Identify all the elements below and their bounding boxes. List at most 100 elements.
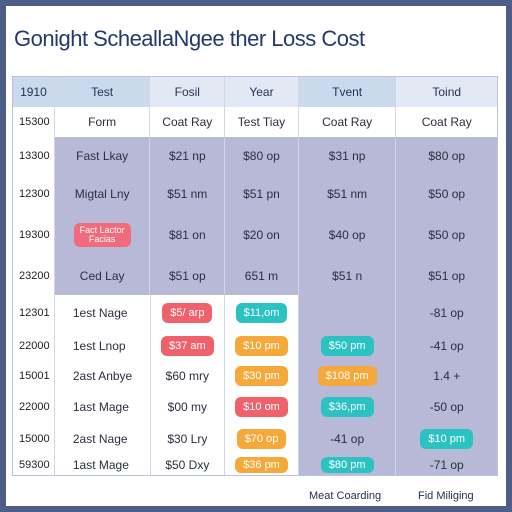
table-subheader: 15300 Form Coat Ray Test Tiay Coat Ray C…	[13, 107, 497, 138]
cell-value: -41 op	[396, 331, 497, 361]
page-title: Gonight ScheallaNgee ther Loss Cost	[14, 26, 365, 51]
table-row[interactable]: 23200 Ced Lay $51 op 651 m $51 n $51 op	[13, 257, 497, 296]
value-badge[interactable]: $50 pm	[320, 336, 374, 356]
row-id: 15001	[13, 361, 55, 391]
cell-value: $51 op	[428, 269, 466, 283]
col-header-fosil[interactable]: Fosil	[150, 77, 226, 107]
cell-value: 1.4 +	[396, 361, 497, 391]
row-id: 59300	[13, 455, 55, 475]
cell-value: $30 Lry	[151, 423, 226, 455]
row-id: 15000	[13, 423, 55, 455]
subheader-coat-ray-2: Coat Ray	[299, 107, 397, 137]
table-row[interactable]: 15001 2ast Anbye $60 mry $30 pm $108 pm …	[13, 361, 497, 392]
col-header-id[interactable]: 1910	[13, 77, 55, 107]
row-id: 13300	[13, 137, 55, 175]
cell-value: $51 nm	[150, 175, 226, 213]
table-row[interactable]: 19300 Fact Lactor Facias $81 on $20 on $…	[13, 213, 497, 258]
row-id: 12301	[13, 295, 55, 331]
subheader-test-tiay: Test Tiay	[225, 107, 299, 137]
col-header-year[interactable]: Year	[225, 77, 299, 107]
cell-value: $40 op	[299, 213, 397, 257]
cell-value: $20 on	[225, 213, 299, 257]
row-label: 2ast Anbye	[55, 361, 151, 391]
value-badge[interactable]: $70 op	[236, 429, 287, 449]
value-badge[interactable]: $37 am	[160, 336, 214, 356]
col-header-tvent[interactable]: Tvent	[298, 77, 397, 107]
table-header: 1910 Test Fosil Year Tvent Toind	[13, 77, 497, 107]
cell-value: $36 pm	[225, 455, 299, 475]
badge-line-2: Facias	[88, 234, 116, 244]
subheader-coat-ray-3: Coat Ray	[421, 115, 472, 129]
cost-table: 1910 Test Fosil Year Tvent Toind 15300 F…	[12, 76, 498, 476]
cell-value: $80 pm	[298, 455, 397, 475]
cell-value: $50 Dxy	[151, 455, 226, 475]
value-badge[interactable]: $36 pm	[235, 457, 288, 473]
cell-value: $37 am	[151, 331, 226, 361]
row-id: 19300	[13, 213, 55, 257]
table-row[interactable]: 12301 1est Nage $5/ arp $11,om -81 op	[13, 295, 497, 332]
cell-value: $70 op	[225, 423, 299, 455]
row-label: Fact Lactor Facias	[55, 213, 151, 257]
table-row[interactable]: 13300 Fast Lkay $21 np $80 op $31 np $80…	[13, 137, 497, 176]
subheader-id: 15300	[13, 107, 55, 137]
value-badge[interactable]: $80 pm	[320, 457, 374, 473]
cell-value: $50 op	[428, 228, 466, 242]
badge-line-1: Fact Lactor	[79, 225, 125, 235]
value-badge[interactable]: $30 pm	[235, 366, 288, 386]
footer-right-label[interactable]: Fid Miliging	[418, 490, 474, 502]
cell-value: -71 op	[396, 455, 497, 475]
row-label: Ced Lay	[55, 257, 151, 295]
cell-value: $50 pm	[298, 331, 397, 361]
row-id: 23200	[13, 257, 55, 295]
cell-value: $51 pn	[225, 175, 299, 213]
cell-value: 651 m	[225, 257, 299, 295]
cell-value: $80 op	[225, 137, 299, 175]
table-row[interactable]: 22000 1est Lnop $37 am $10 pm $50 pm -41…	[13, 331, 497, 362]
footer-left-label[interactable]: Meat Coarding	[309, 490, 382, 502]
subheader-form: Form	[55, 107, 151, 137]
col-header-toind[interactable]: Toind	[396, 77, 497, 107]
cell-value: $36,pm	[298, 391, 397, 423]
row-label: Migtal Lny	[55, 175, 151, 213]
status-badge[interactable]: Fact Lactor Facias	[73, 223, 131, 247]
value-badge[interactable]: $10 pm	[235, 336, 288, 356]
cell-value: $60 mry	[151, 361, 226, 391]
value-badge[interactable]: $11,om	[235, 303, 288, 323]
row-label: 1ast Mage	[55, 455, 151, 475]
row-label: 2ast Nage	[55, 423, 151, 455]
row-label: 1ast Mage	[55, 391, 151, 423]
table-row[interactable]: 15000 2ast Nage $30 Lry $70 op -41 op $1…	[13, 423, 497, 456]
cell-value: $50 op	[428, 187, 466, 201]
cell-value	[298, 295, 397, 331]
cell-value: $30 pm	[225, 361, 299, 391]
cell-value: -50 op	[396, 391, 497, 423]
cell-value: $51 nm	[299, 175, 397, 213]
cell-value: $5/ arp	[151, 295, 226, 331]
cell-value: $21 np	[150, 137, 226, 175]
cell-value: $10 pm	[225, 331, 299, 361]
row-label: Fast Lkay	[55, 137, 151, 175]
cell-value: $51 n	[299, 257, 397, 295]
cell-value: $31 np	[299, 137, 397, 175]
table-row[interactable]: 59300 1ast Mage $50 Dxy $36 pm $80 pm -7…	[13, 455, 497, 475]
table-row[interactable]: 12300 Migtal Lny $51 nm $51 pn $51 nm $5…	[13, 175, 497, 214]
row-id: 12300	[13, 175, 55, 213]
cell-value: $00 my	[151, 391, 226, 423]
value-badge[interactable]: $10 pm	[420, 429, 474, 449]
value-badge[interactable]: $108 pm	[317, 366, 377, 386]
cell-value: -81 op	[396, 295, 497, 331]
row-id: 22000	[13, 391, 55, 423]
cell-value: $81 on	[150, 213, 226, 257]
col-header-test[interactable]: Test	[54, 77, 151, 107]
cell-value: $10 om	[225, 391, 299, 423]
value-badge[interactable]: $5/ arp	[162, 303, 213, 323]
cell-value: $108 pm	[298, 361, 397, 391]
cell-value: $80 op	[428, 149, 466, 163]
value-badge[interactable]: $36,pm	[320, 397, 374, 417]
table-row[interactable]: 22000 1ast Mage $00 my $10 om $36,pm -50…	[13, 391, 497, 424]
subheader-coat-ray: Coat Ray	[150, 107, 226, 137]
cell-value: $51 op	[150, 257, 226, 295]
row-label: 1est Lnop	[55, 331, 151, 361]
cell-value: -41 op	[298, 423, 397, 455]
value-badge[interactable]: $10 om	[235, 397, 288, 417]
